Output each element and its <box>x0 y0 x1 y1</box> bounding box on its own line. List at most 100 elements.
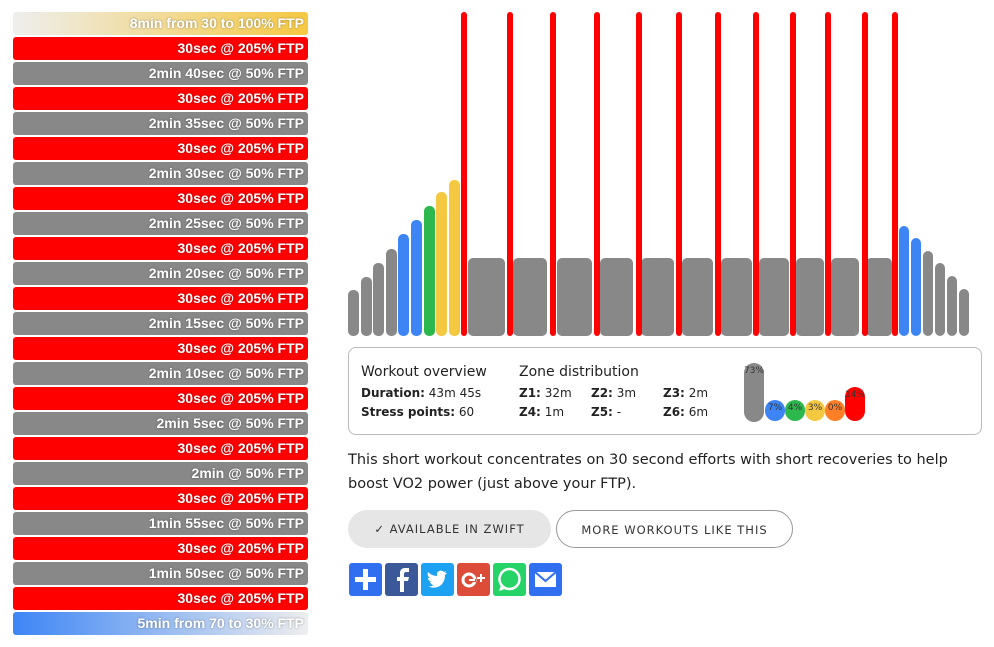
zone-bar <box>805 400 825 421</box>
profile-bar <box>959 289 969 336</box>
zone-label: Z2: <box>591 386 613 400</box>
workout-step: 2min 40sec @ 50% FTP <box>13 62 308 85</box>
share-icon[interactable] <box>349 563 382 596</box>
profile-bar <box>436 192 447 336</box>
workout-step: 2min 5sec @ 50% FTP <box>13 412 308 435</box>
zone-item: Z4: 1m <box>519 405 564 419</box>
overview-title: Workout overview <box>361 364 487 380</box>
workout-step: 30sec @ 205% FTP <box>13 437 308 460</box>
zone-label: Z5: <box>591 405 613 419</box>
workout-step: 30sec @ 205% FTP <box>13 337 308 360</box>
zone-percent: 4% <box>788 403 803 413</box>
zone-value: 2m <box>688 386 709 400</box>
zone-bar <box>785 400 805 421</box>
workout-step: 30sec @ 205% FTP <box>13 137 308 160</box>
stress: Stress points: 60 <box>361 405 474 419</box>
profile-bar <box>790 12 796 336</box>
zone-percent: 7% <box>768 403 783 413</box>
zone-title: Zone distribution <box>519 364 639 380</box>
duration: Duration: 43m 45s <box>361 386 481 400</box>
workout-step: 2min 15sec @ 50% FTP <box>13 312 308 335</box>
profile-bar <box>348 290 359 336</box>
profile-bar <box>796 258 824 336</box>
zone-label: Z6: <box>663 405 685 419</box>
zone-item: Z2: 3m <box>591 386 636 400</box>
zone-value: 3m <box>616 386 637 400</box>
profile-bar <box>424 206 435 336</box>
duration-value: 43m 45s <box>428 386 482 400</box>
workout-step: 30sec @ 205% FTP <box>13 87 308 110</box>
zone-item: Z1: 32m <box>519 386 572 400</box>
profile-bar <box>682 258 713 336</box>
profile-bar <box>753 12 759 336</box>
workout-step: 30sec @ 205% FTP <box>13 387 308 410</box>
profile-bar <box>449 180 460 336</box>
profile-bar <box>468 258 505 336</box>
profile-bar <box>513 258 547 336</box>
zone-value: 1m <box>544 405 565 419</box>
overview-box: Workout overview Duration: 43m 45s Stres… <box>348 347 982 435</box>
profile-bar <box>892 12 898 336</box>
zone-value: - <box>616 405 622 419</box>
zone-value: 6m <box>688 405 709 419</box>
profile-bar <box>831 258 859 336</box>
profile-bar <box>594 12 600 336</box>
zone-value: 32m <box>544 386 572 400</box>
stress-label: Stress points: <box>361 405 456 419</box>
zone-label: Z4: <box>519 405 541 419</box>
share-icons <box>349 563 562 596</box>
profile-bar <box>899 226 909 336</box>
workout-step: 30sec @ 205% FTP <box>13 37 308 60</box>
whatsapp-icon[interactable] <box>493 563 526 596</box>
profile-bar <box>721 258 752 336</box>
profile-bar <box>550 12 556 336</box>
workout-step: 2min 20sec @ 50% FTP <box>13 262 308 285</box>
workout-step: 2min 35sec @ 50% FTP <box>13 112 308 135</box>
workout-step: 30sec @ 205% FTP <box>13 487 308 510</box>
profile-bar <box>361 277 372 336</box>
workout-step: 2min 25sec @ 50% FTP <box>13 212 308 235</box>
stress-value: 60 <box>458 405 475 419</box>
profile-bar <box>557 258 592 336</box>
workout-step: 30sec @ 205% FTP <box>13 587 308 610</box>
profile-bar <box>862 12 868 336</box>
workout-profile <box>348 12 969 336</box>
profile-bar <box>398 234 409 336</box>
description: This short workout concentrates on 30 se… <box>348 452 948 492</box>
zone-bar <box>825 400 845 421</box>
email-icon[interactable] <box>529 563 562 596</box>
zone-item: Z6: 6m <box>663 405 708 419</box>
profile-bar <box>373 263 384 336</box>
profile-bar <box>825 12 831 336</box>
workout-step: 2min @ 50% FTP <box>13 462 308 485</box>
workout-step: 8min from 30 to 100% FTP <box>13 12 308 35</box>
profile-bar <box>947 276 957 336</box>
workout-step: 1min 55sec @ 50% FTP <box>13 512 308 535</box>
zone-chart: 73% 7% 4% 3% 0%14% <box>744 363 865 422</box>
zone-bar <box>744 363 764 422</box>
zone-percent: 0% <box>828 403 843 413</box>
profile-bar <box>923 251 933 336</box>
googleplus-icon[interactable] <box>457 563 490 596</box>
profile-bar <box>507 12 513 336</box>
zone-item: Z5: - <box>591 405 621 419</box>
workout-step: 30sec @ 205% FTP <box>13 537 308 560</box>
zone-label: Z3: <box>663 386 685 400</box>
zone-percent: 14% <box>845 390 865 400</box>
profile-bar <box>636 12 642 336</box>
profile-bar <box>600 258 633 336</box>
profile-bar <box>911 238 921 336</box>
twitter-icon[interactable] <box>421 563 454 596</box>
workout-step: 5min from 70 to 30% FTP <box>13 612 308 635</box>
workout-step: 30sec @ 205% FTP <box>13 237 308 260</box>
step-list: 8min from 30 to 100% FTP 30sec @ 205% FTP… <box>13 12 308 637</box>
workout-step: 2min 30sec @ 50% FTP <box>13 162 308 185</box>
more-button[interactable]: MORE WORKOUTS LIKE THIS <box>556 510 793 548</box>
workout-step: 2min 10sec @ 50% FTP <box>13 362 308 385</box>
facebook-icon[interactable] <box>385 563 418 596</box>
profile-bar <box>641 258 674 336</box>
zwift-button[interactable]: ✓ AVAILABLE IN ZWIFT <box>348 510 551 548</box>
zone-percent: 73% <box>744 366 764 376</box>
profile-bar <box>386 249 397 336</box>
